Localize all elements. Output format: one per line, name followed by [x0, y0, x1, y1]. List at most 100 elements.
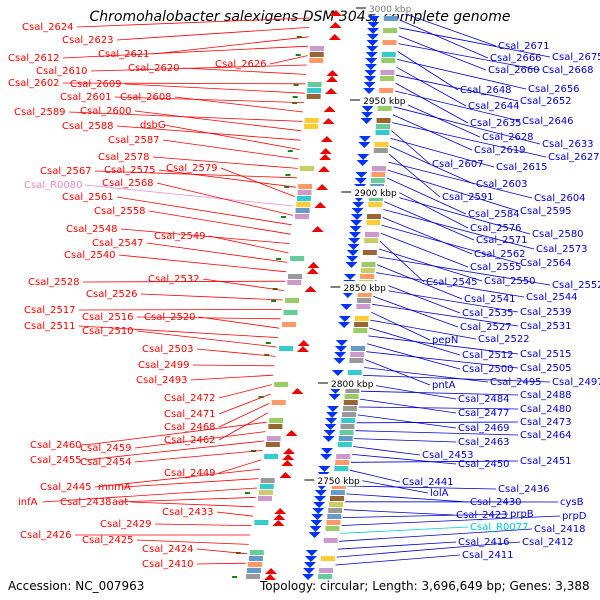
left-leader-line: [174, 96, 304, 113]
right-gene-label: Csal_2488: [520, 390, 572, 401]
left-gene-label: Csal_2472: [164, 393, 216, 404]
forward-gene-arrow: [314, 202, 327, 208]
feature-stripe: [249, 550, 264, 555]
feature-stripe: [254, 520, 269, 525]
forward-gene-arrow: [316, 184, 329, 190]
left-gene-label: infA: [18, 497, 38, 508]
right-gene-label: Csal_2418: [534, 524, 586, 535]
right-leader-line: [396, 66, 467, 107]
forward-gene-arrow: [318, 166, 331, 172]
right-leader-line: [361, 382, 457, 400]
feature-stripe: [307, 82, 322, 87]
left-leader-line: [78, 325, 279, 338]
reverse-gene-arrow: [364, 70, 377, 76]
feature-stripe: [350, 346, 365, 351]
feature-stripe: [323, 538, 338, 543]
reverse-gene-arrow: [314, 490, 327, 496]
ruler-label: 2900 kbp: [354, 189, 397, 199]
left-gene-label: Csal_2429: [100, 519, 152, 530]
feature-stripe: [377, 106, 392, 111]
right-gene-label: Csal_2660: [488, 65, 540, 76]
right-leader-line: [363, 375, 551, 383]
gene-labels: 3000 kbp 2950 kbp 2900 kbp 2850 kbp 2800 kbp…: [8, 2, 600, 570]
forward-gene-arrow: [285, 430, 298, 436]
left-leader-line: [136, 316, 281, 320]
forward-gene-arrow: [265, 568, 278, 574]
left-leader-line: [114, 96, 304, 103]
left-gene-label: aat: [112, 497, 128, 508]
feature-stripe: [347, 370, 362, 375]
left-gene-label: Csal_2587: [108, 135, 160, 146]
feature-stripe: [340, 424, 355, 429]
reverse-gene-arrow: [334, 352, 347, 358]
left-gene-label: Csal_2445: [40, 482, 92, 493]
left-leader-line: [76, 17, 310, 28]
left-gene-label: Csal_2468: [164, 422, 216, 433]
left-leader-line: [94, 468, 260, 488]
right-leader-line: [354, 438, 457, 443]
right-leader-line: [381, 224, 519, 264]
right-gene-label: Csal_2541: [464, 294, 516, 305]
right-gene-label: Csal_2552: [552, 280, 600, 291]
left-leader-line: [134, 450, 263, 463]
green-tick: [258, 396, 264, 398]
left-gene-label: Csal_2455: [30, 455, 82, 466]
green-tick: [287, 150, 293, 152]
left-gene-label: Csal_2589: [14, 107, 66, 118]
forward-gene-arrow: [329, 10, 342, 16]
left-leader-line: [190, 374, 274, 381]
left-gene-label: Csal_2410: [142, 559, 194, 570]
left-gene-label: Csal_2578: [98, 152, 150, 163]
right-leader-line: [355, 430, 519, 436]
feature-stripe: [336, 454, 351, 459]
right-gene-label: Csal_2545: [426, 277, 478, 288]
feature-stripe: [266, 436, 281, 441]
gene-bands: [232, 10, 398, 580]
reverse-gene-arrow: [367, 28, 380, 34]
right-gene-label: Csal_2464: [520, 430, 572, 441]
left-gene-label: Csal_2438: [60, 497, 112, 508]
forward-gene-arrow: [272, 520, 285, 526]
left-leader-line: [156, 182, 293, 216]
feature-stripe: [380, 76, 395, 81]
left-gene-label: Csal_2561: [62, 192, 114, 203]
left-gene-label: Csal_R0080: [24, 180, 83, 191]
left-gene-label: Csal_2449: [164, 468, 216, 479]
reverse-gene-arrow: [358, 142, 371, 148]
left-leader-line: [218, 403, 270, 428]
feature-stripe: [298, 184, 313, 189]
reverse-gene-arrow: [312, 508, 325, 514]
left-leader-line: [196, 548, 248, 555]
left-leader-line: [120, 228, 290, 244]
right-gene-label: Csal_R0077: [470, 522, 529, 533]
left-gene-label: Csal_2526: [86, 289, 138, 300]
reverse-gene-arrow: [326, 412, 339, 418]
right-leader-line: [376, 272, 525, 298]
feature-stripe: [356, 304, 371, 309]
right-leader-line: [390, 138, 495, 168]
label-leaders: [42, 11, 561, 566]
right-leader-line: [399, 27, 551, 58]
right-gene-label: Csal_2497: [552, 377, 600, 388]
feature-stripe: [361, 262, 376, 267]
feature-stripe: [337, 442, 352, 447]
feature-stripe: [290, 256, 305, 261]
right-gene-label: Csal_2535: [462, 308, 514, 319]
reverse-gene-arrow: [348, 238, 361, 244]
feature-stripe: [345, 388, 360, 393]
right-gene-label: Csal_2584: [468, 209, 520, 220]
left-leader-line: [84, 184, 294, 207]
feature-stripe: [349, 358, 364, 363]
feature-stripe: [247, 562, 262, 567]
right-gene-label: Csal_2607: [432, 159, 484, 170]
right-gene-label: Csal_2522: [478, 334, 530, 345]
accession-text: Accession: NC_007963: [8, 579, 145, 593]
feature-stripe: [376, 118, 391, 123]
right-leader-line: [343, 509, 455, 516]
feature-stripe: [382, 40, 397, 45]
left-leader-line: [42, 487, 258, 503]
feature-stripe: [271, 400, 286, 405]
left-leader-line: [116, 196, 292, 226]
reverse-gene-arrow: [308, 532, 321, 538]
